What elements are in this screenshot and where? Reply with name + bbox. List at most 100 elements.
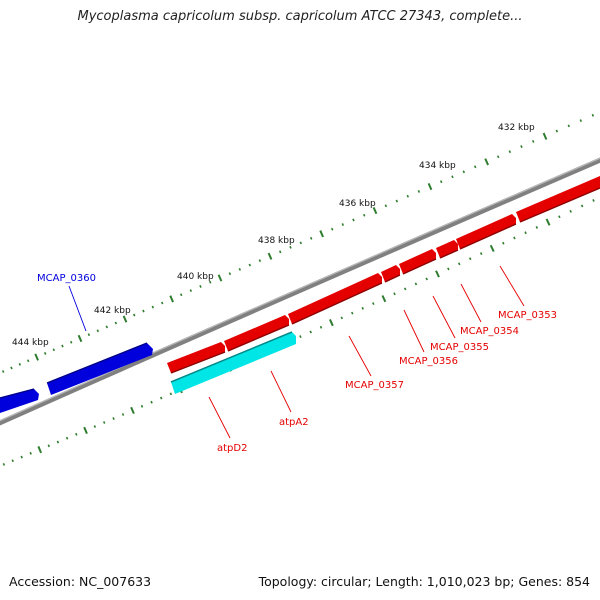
inner-tick xyxy=(121,413,125,416)
genome-backbone-highlight xyxy=(0,157,600,422)
kbp-label-432: 432 kbp xyxy=(498,123,535,133)
inner-tick xyxy=(580,204,584,208)
outer-tick xyxy=(417,190,421,193)
inner-tick xyxy=(569,209,572,213)
outer-tick xyxy=(484,158,489,166)
outer-tick xyxy=(395,199,399,203)
inner-tick xyxy=(309,330,312,334)
inner-tick xyxy=(319,325,323,329)
outer-tick xyxy=(319,230,324,238)
outer-tick xyxy=(508,150,512,154)
outer-tick xyxy=(43,352,47,355)
map-title: Mycoplasma capricolum subsp. capricolum … xyxy=(77,9,523,24)
inner-tick xyxy=(435,270,440,278)
gene-labels: MCAP_0353 MCAP_0354 MCAP_0355 MCAP_0356 … xyxy=(37,273,557,454)
blue-gene-shade xyxy=(0,342,148,399)
outer-tick xyxy=(26,359,30,363)
outer-tick xyxy=(542,132,548,140)
outer-tick xyxy=(208,280,212,284)
outer-tick xyxy=(451,175,454,179)
gene-block-MCAP_0353[interactable] xyxy=(456,214,516,249)
outer-tick xyxy=(591,113,595,117)
inner-tick xyxy=(545,218,551,226)
outer-tick xyxy=(299,241,303,245)
outer-tick xyxy=(278,250,282,254)
gene-leader-lines xyxy=(68,265,525,439)
kbp-label-444: 444 kbp xyxy=(12,338,49,348)
gene-label-MCAP_0355: MCAP_0355 xyxy=(430,342,489,353)
accession-text: Accession: NC_007633 xyxy=(9,574,152,589)
outer-tick xyxy=(579,119,583,123)
inner-tick xyxy=(83,426,88,435)
kbp-label-434: 434 kbp xyxy=(419,161,456,171)
outer-tick xyxy=(160,301,164,305)
inner-tick xyxy=(489,244,495,253)
outer-tick xyxy=(372,206,378,215)
inner-tick xyxy=(535,226,539,229)
inner-tick xyxy=(381,295,387,303)
inner-tick xyxy=(351,311,354,315)
inner-tick xyxy=(93,425,97,428)
inner-tick xyxy=(479,252,483,256)
inner-tick xyxy=(37,445,42,454)
inner-tick xyxy=(458,262,461,266)
gene-block-MCAP_0357[interactable] xyxy=(288,273,382,324)
kbp-label-442: 442 kbp xyxy=(94,306,131,316)
inner-tick xyxy=(56,440,60,444)
inner-tick xyxy=(447,267,450,271)
outer-tick xyxy=(330,227,334,231)
outer-tick xyxy=(199,284,202,288)
gene-label-atpA2: atpA2 xyxy=(279,417,309,428)
inner-tick xyxy=(2,462,6,466)
gene-label-MCAP_0353: MCAP_0353 xyxy=(498,310,557,321)
inner-tick xyxy=(130,406,135,415)
outer-tick xyxy=(362,213,366,217)
gene-label-MCAP_0354: MCAP_0354 xyxy=(460,326,519,337)
outer-tick xyxy=(228,272,232,276)
gene-block-atpD2[interactable] xyxy=(167,342,225,373)
outer-tick xyxy=(18,362,22,366)
outer-tick xyxy=(179,293,183,297)
outer-tick xyxy=(10,366,13,370)
outer-tick xyxy=(406,194,410,198)
outer-tick xyxy=(69,340,73,344)
gene-block-MCAP_0354[interactable] xyxy=(436,240,458,258)
inner-tick xyxy=(403,287,407,291)
inner-tick xyxy=(159,396,163,400)
outer-tick xyxy=(267,252,273,260)
outer-tick xyxy=(1,370,5,373)
outer-tick xyxy=(217,274,223,282)
forward-genes-shade xyxy=(170,187,600,374)
outer-tick xyxy=(309,236,313,240)
outer-tick xyxy=(189,289,193,293)
gene-block-MCAP_0361[interactable] xyxy=(0,389,39,413)
gene-block-MCAP_0355[interactable] xyxy=(399,249,436,274)
kbp-label-436: 436 kbp xyxy=(339,199,376,209)
outer-tick xyxy=(439,180,443,184)
gene-block-MCAP_0356[interactable] xyxy=(381,265,400,282)
inner-tick xyxy=(340,316,344,320)
outer-tick xyxy=(238,267,242,271)
gene-label-MCAP_0360: MCAP_0360 xyxy=(37,273,96,284)
outer-tick xyxy=(352,218,355,222)
gene-block-MCAP_0352[interactable] xyxy=(516,176,600,222)
outer-tick xyxy=(384,204,388,208)
gene-block-atpA2[interactable] xyxy=(224,315,289,351)
outer-tick xyxy=(61,344,64,348)
inner-tick xyxy=(20,455,23,459)
inner-tick xyxy=(372,302,375,305)
kbp-labels: 444 kbp 442 kbp 440 kbp 438 kbp 436 kbp … xyxy=(12,123,535,348)
outer-tick xyxy=(52,348,56,352)
outer-tick xyxy=(169,295,174,303)
outer-tick-track xyxy=(1,113,595,373)
outer-tick xyxy=(151,305,155,309)
gene-block-MCAP_0360[interactable] xyxy=(47,343,153,395)
gene-block-cyan[interactable] xyxy=(171,332,296,394)
outer-tick xyxy=(531,140,535,143)
cyan-gene-shade xyxy=(170,331,293,383)
gene-label-MCAP_0356: MCAP_0356 xyxy=(399,356,458,367)
inner-tick xyxy=(329,319,334,327)
gene-label-atpD2: atpD2 xyxy=(217,443,247,454)
kbp-label-438: 438 kbp xyxy=(258,236,295,246)
inner-tick xyxy=(29,451,32,455)
